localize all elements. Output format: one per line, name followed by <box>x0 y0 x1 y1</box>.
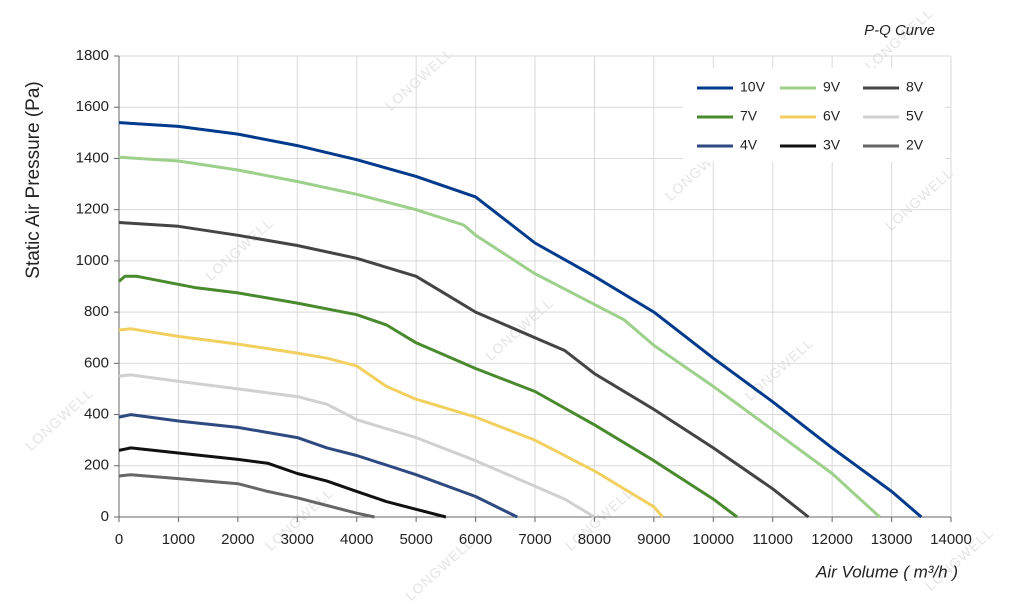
y-tick-label: 600 <box>84 354 109 371</box>
x-tick-label: 2000 <box>221 531 254 548</box>
x-tick-label: 1000 <box>162 531 195 548</box>
chart-title: P-Q Curve <box>864 22 935 39</box>
x-tick-label: 4000 <box>340 531 373 548</box>
legend-label: 8V <box>906 79 924 95</box>
y-tick-label: 200 <box>84 457 109 474</box>
plot: 0 1000 2000 3000 4000 5000 6000 7000 8000 9000 100… <box>76 47 972 548</box>
x-tick-label: 13000 <box>871 531 913 548</box>
series-line <box>118 327 664 518</box>
legend-label: 10V <box>740 79 766 95</box>
legend-label: 3V <box>823 137 841 153</box>
legend-label: 4V <box>740 137 758 153</box>
series-line <box>118 274 739 519</box>
x-tick-label: 14000 <box>930 531 972 548</box>
watermark: LONGWELL <box>482 294 556 363</box>
y-axis-label: Static Air Pressure (Pa) <box>23 81 44 278</box>
y-tick-label: 400 <box>84 406 109 423</box>
watermark: LONGWELL <box>862 4 936 73</box>
y-tick-label: 1600 <box>76 98 109 115</box>
x-tick-label: 7000 <box>518 531 551 548</box>
y-tick-label: 800 <box>84 303 109 320</box>
x-axis-label: Air Volume ( m³/h ) <box>815 562 958 581</box>
series-line <box>118 473 375 519</box>
series-line <box>118 413 518 519</box>
x-tick-label: 6000 <box>459 531 492 548</box>
watermark: LONGWELL <box>382 44 456 113</box>
x-tick-label: 8000 <box>578 531 611 548</box>
watermark: LONGWELL <box>742 334 816 403</box>
watermark: LONGWELL <box>202 214 276 283</box>
x-tick-label: 11000 <box>752 531 793 548</box>
series-line <box>118 373 596 519</box>
legend-label: 5V <box>906 108 924 124</box>
legend-label: 2V <box>906 137 924 153</box>
y-tick-label: 1800 <box>76 47 109 64</box>
x-tick-label: 5000 <box>399 531 432 548</box>
x-tick-label: 10000 <box>692 531 734 548</box>
legend-label: 7V <box>740 108 758 124</box>
x-tick-label: 3000 <box>281 531 314 548</box>
y-tick-label: 1000 <box>76 252 109 269</box>
series-line <box>118 155 881 519</box>
legend-label: 6V <box>823 108 841 124</box>
legend-label: 9V <box>823 79 841 95</box>
series-line <box>118 446 447 519</box>
x-tick-label: 9000 <box>637 531 670 548</box>
y-tick-label: 1200 <box>76 201 109 218</box>
watermark: LONGWELL <box>882 164 956 233</box>
x-tick-label: 12000 <box>811 531 853 548</box>
x-tick-label: 0 <box>115 531 123 548</box>
series-line <box>118 221 810 519</box>
y-tick-label: 0 <box>101 508 109 525</box>
series-line <box>118 121 923 519</box>
y-tick-label: 1400 <box>76 149 109 166</box>
